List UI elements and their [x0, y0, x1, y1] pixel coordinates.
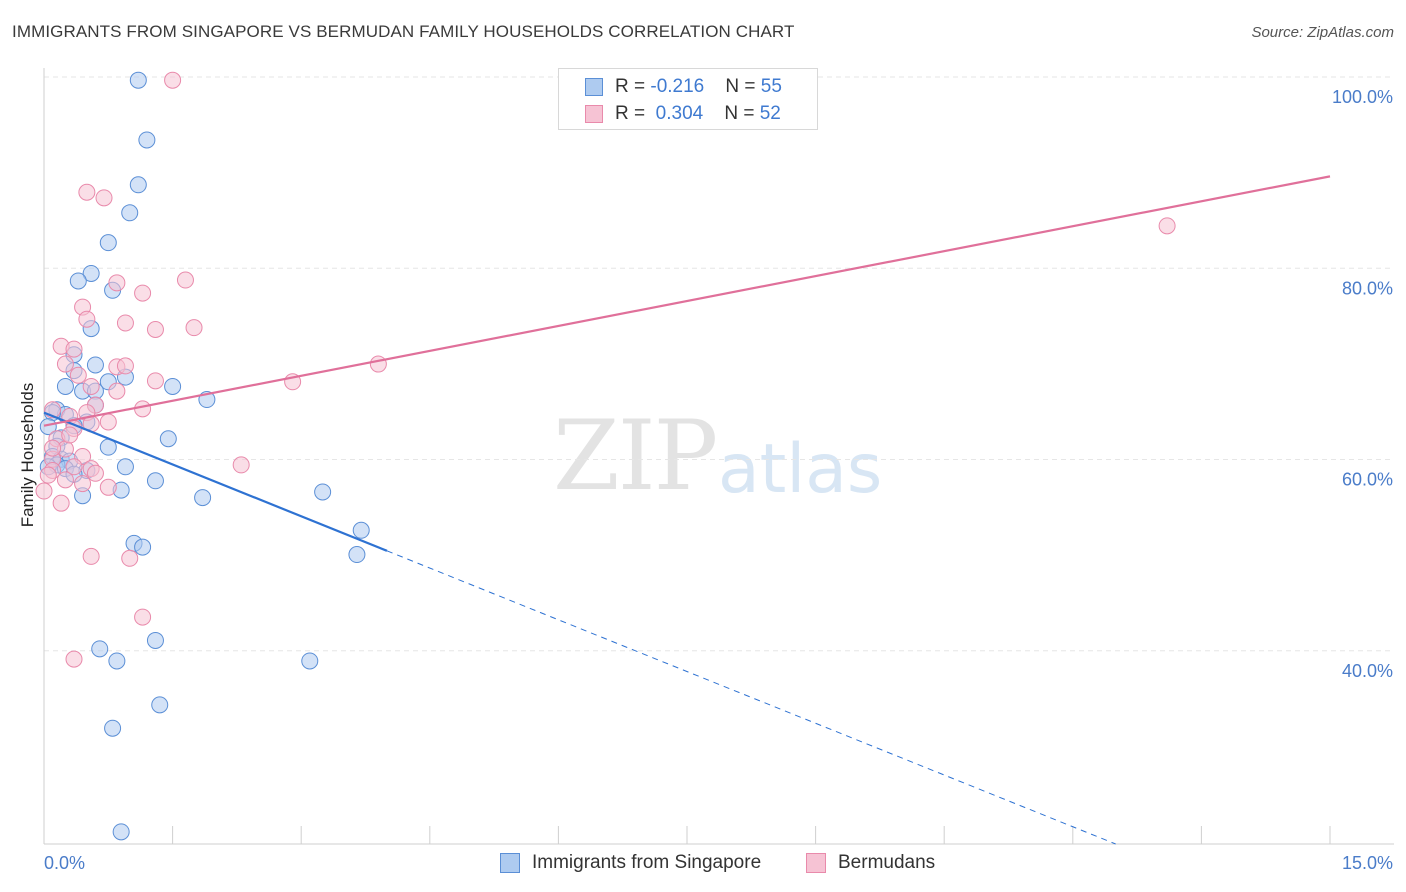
- trendline-singapore: [43, 411, 388, 552]
- data-point-bermudans: [1158, 217, 1176, 235]
- data-point-bermudans: [39, 466, 57, 484]
- data-point-singapore: [314, 483, 332, 501]
- data-point-bermudans: [146, 321, 164, 339]
- data-point-bermudans: [65, 340, 83, 358]
- data-point-singapore: [164, 377, 182, 395]
- data-point-bermudans: [116, 314, 134, 332]
- data-point-bermudans: [134, 284, 152, 302]
- data-point-bermudans: [44, 439, 62, 457]
- data-point-singapore: [129, 176, 147, 194]
- data-point-bermudans: [121, 549, 139, 567]
- y-tick-label: 80.0%: [1342, 278, 1393, 298]
- data-point-bermudans: [99, 478, 117, 496]
- legend-r-value: 0.304: [655, 103, 704, 124]
- data-point-bermudans: [146, 372, 164, 390]
- data-point-singapore: [108, 652, 126, 670]
- data-point-singapore: [352, 521, 370, 539]
- data-point-bermudans: [82, 547, 100, 565]
- data-point-bermudans: [82, 377, 100, 395]
- legend-r-label: R =: [615, 103, 651, 124]
- data-point-singapore: [194, 489, 212, 507]
- data-point-singapore: [39, 418, 57, 436]
- watermark-atlas: atlas: [718, 430, 883, 509]
- y-tick-label: 100.0%: [1332, 87, 1393, 107]
- bottom-legend-swatch-pink: [806, 853, 826, 873]
- data-point-singapore: [82, 264, 100, 282]
- data-point-singapore: [112, 823, 130, 841]
- legend-n-label: N =: [725, 76, 761, 97]
- data-point-bermudans: [78, 310, 96, 328]
- data-point-bermudans: [185, 319, 203, 337]
- data-point-bermudans: [176, 271, 194, 289]
- data-point-bermudans: [61, 426, 79, 444]
- data-point-bermudans: [164, 71, 182, 89]
- data-point-bermudans: [116, 357, 134, 375]
- data-point-bermudans: [65, 458, 83, 476]
- data-point-bermudans: [232, 456, 250, 474]
- data-point-bermudans: [108, 382, 126, 400]
- legend-swatch-pink: [585, 105, 603, 123]
- data-point-singapore: [116, 458, 134, 476]
- data-point-bermudans: [134, 608, 152, 626]
- data-point-singapore: [138, 131, 156, 149]
- data-point-bermudans: [35, 482, 53, 500]
- watermark-zip: ZIP: [553, 400, 718, 512]
- data-point-bermudans: [65, 650, 83, 668]
- bottom-legend-label-bermudans: Bermudans: [838, 852, 936, 873]
- data-point-bermudans: [56, 471, 74, 489]
- data-point-bermudans: [99, 413, 117, 431]
- data-point-singapore: [104, 719, 122, 737]
- legend-n-value: 52: [759, 103, 781, 124]
- data-point-bermudans: [56, 355, 74, 373]
- correlation-legend: R = -0.216 N = 55 R = 0.304 N = 52: [558, 68, 818, 130]
- trendline-bermudans: [43, 175, 1331, 427]
- chart-title: IMMIGRANTS FROM SINGAPORE VS BERMUDAN FA…: [12, 22, 795, 41]
- legend-n-label: N =: [724, 103, 760, 124]
- legend-swatch-blue: [585, 78, 603, 96]
- legend-r-label: R =: [615, 76, 651, 97]
- data-point-singapore: [146, 631, 164, 649]
- legend-n-value: 55: [760, 76, 782, 97]
- y-tick-label: 40.0%: [1342, 661, 1393, 681]
- data-point-bermudans: [369, 355, 387, 373]
- data-point-singapore: [69, 272, 87, 290]
- data-point-bermudans: [52, 494, 70, 512]
- y-tick-label: 60.0%: [1342, 470, 1393, 490]
- data-point-singapore: [301, 652, 319, 670]
- data-point-bermudans: [134, 400, 152, 418]
- data-point-bermudans: [74, 475, 92, 493]
- data-point-singapore: [91, 640, 109, 658]
- bottom-legend-swatch-blue: [500, 853, 520, 873]
- bottom-legend-label-singapore: Immigrants from Singapore: [532, 852, 762, 873]
- y-axis-label: Family Households: [18, 382, 37, 528]
- data-point-singapore: [151, 696, 169, 714]
- source-label: Source: ZipAtlas.com: [1251, 24, 1394, 41]
- data-point-singapore: [121, 204, 139, 222]
- data-point-singapore: [146, 472, 164, 490]
- data-point-singapore: [86, 356, 104, 374]
- data-point-singapore: [129, 71, 147, 89]
- x-tick-label: 0.0%: [44, 853, 85, 873]
- data-point-singapore: [134, 538, 152, 556]
- x-tick-label: 15.0%: [1342, 853, 1393, 873]
- data-point-bermudans: [78, 183, 96, 201]
- data-point-singapore: [99, 234, 117, 252]
- data-point-bermudans: [108, 274, 126, 292]
- data-point-singapore: [348, 546, 366, 564]
- data-point-singapore: [159, 430, 177, 448]
- data-point-bermudans: [86, 464, 104, 482]
- data-point-singapore: [56, 377, 74, 395]
- data-point-bermudans: [69, 366, 87, 384]
- data-point-bermudans: [95, 189, 113, 207]
- legend-r-value: -0.216: [650, 76, 705, 97]
- trendline-singapore-extension: [386, 550, 1116, 845]
